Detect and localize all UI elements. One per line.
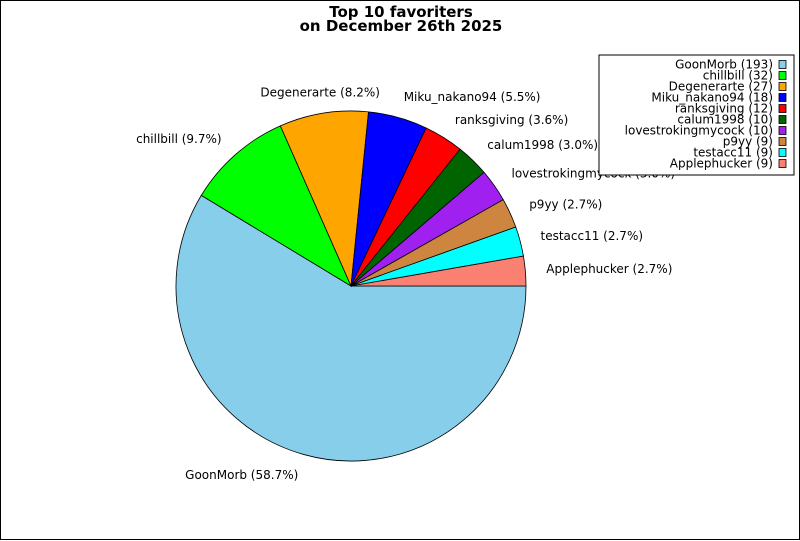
pie-slice-chillbill: [200, 125, 352, 287]
pie-slices: [175, 110, 527, 462]
pie-slice-labels: GoonMorb (58.7%) chillbill (9.7%) Degenera…: [136, 85, 675, 481]
legend-label-applephucker: Applephucker (9): [670, 157, 773, 171]
slice-label-goonmorb: GoonMorb (58.7%): [185, 468, 298, 482]
legend-swatch-testacc11: [778, 148, 787, 157]
slice-label-degenerarte: Degenerarte (8.2%): [260, 85, 380, 99]
legend-label-ranksgiving: ranksgiving (12): [675, 102, 773, 116]
legend-box: [598, 54, 795, 176]
legend-swatch-calum1998: [778, 115, 787, 124]
slice-label-applephucker: Applephucker (2.7%): [546, 262, 672, 276]
legend-swatch-miku-nakano94: [778, 93, 787, 102]
legend-label-chillbill: chillbill (32): [703, 69, 773, 83]
legend-label-goonmorb: GoonMorb (193): [675, 58, 773, 72]
legend-swatch-chillbill: [778, 71, 787, 80]
legend-label-p9yy: p9yy (9): [723, 135, 773, 149]
slice-label-chillbill: chillbill (9.7%): [136, 132, 222, 146]
chart-title-line-2: on December 26th 2025: [300, 17, 503, 35]
legend: GoonMorb (193)chillbill (32)Degenerarte …: [598, 54, 795, 176]
pie-slice-degenerarte: [279, 110, 369, 288]
legend-label-calum1998: calum1998 (10): [677, 113, 773, 127]
legend-swatch-applephucker: [778, 159, 787, 168]
legend-swatch-ranksgiving: [778, 104, 787, 113]
legend-swatch-lovestrokingmycock: [778, 126, 787, 135]
slice-label-calum1998: calum1998 (3.0%): [487, 138, 598, 152]
legend-swatch-goonmorb: [778, 60, 787, 69]
legend-label-lovestrokingmycock: lovestrokingmycock (10): [625, 124, 773, 138]
legend-label-miku-nakano94: Miku_nakano94 (18): [651, 91, 773, 105]
legend-swatch-p9yy: [778, 137, 787, 146]
pie-slice-goonmorb: [175, 194, 527, 462]
slice-label-ranksgiving: ranksgiving (3.6%): [455, 113, 568, 127]
slice-label-miku-nakano94: Miku_nakano94 (5.5%): [404, 90, 541, 104]
slice-label-p9yy: p9yy (2.7%): [529, 197, 602, 211]
chart-title-line-1: Top 10 favoriters: [329, 3, 473, 21]
legend-label-degenerarte: Degenerarte (27): [669, 80, 773, 94]
pie-slice-applephucker: [350, 255, 527, 287]
legend-swatch-degenerarte: [778, 82, 787, 91]
legend-label-testacc11: testacc11 (9): [693, 146, 773, 160]
chart-title: Top 10 favoriters on December 26th 2025: [300, 3, 503, 35]
slice-label-testacc11: testacc11 (2.7%): [541, 229, 644, 243]
